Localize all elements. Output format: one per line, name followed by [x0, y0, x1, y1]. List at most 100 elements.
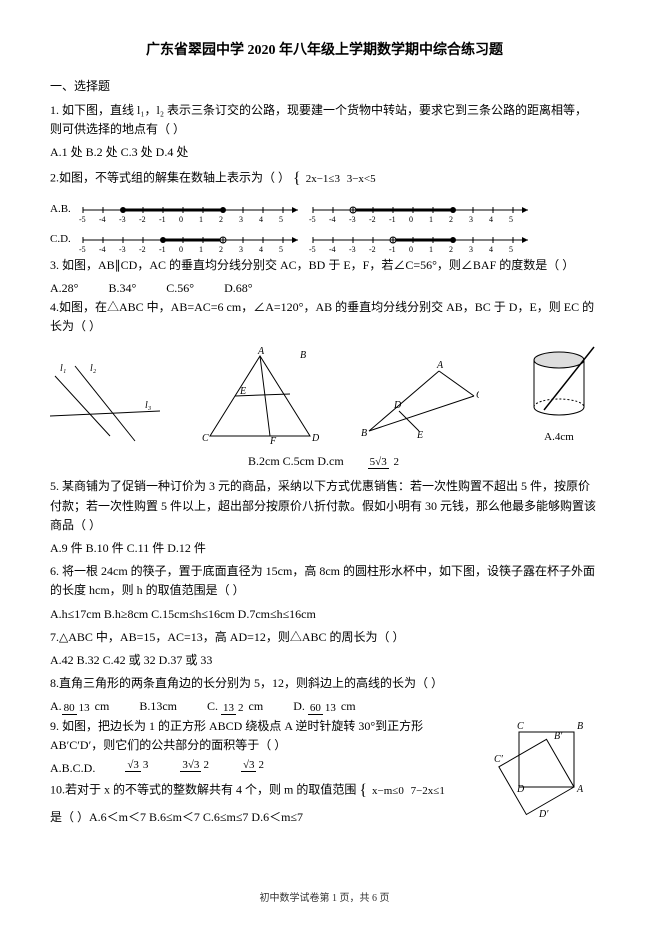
- question-3: 3. 如图，AB∥CD，AC 的垂直均分线分别交 AC，BD 于 E，F，若∠C…: [50, 256, 599, 275]
- svg-text:-3: -3: [119, 245, 126, 254]
- q9f3n: √3: [241, 759, 257, 772]
- svg-text:3: 3: [239, 215, 243, 224]
- svg-text:-2: -2: [139, 215, 146, 224]
- svg-text:3: 3: [469, 215, 473, 224]
- section-heading: 一、选择题: [50, 77, 599, 96]
- svg-text:-5: -5: [309, 215, 316, 224]
- svg-text:l₃: l₃: [145, 400, 152, 411]
- q9f1n: √3: [125, 759, 141, 772]
- q3-opt-a: A.28°: [50, 279, 78, 298]
- q2-eq2: 3−x<5: [345, 173, 378, 185]
- question-2: 2.如图，不等式组的解集在数轴上表示为（ ） { 2x−1≤3 3−x<5: [50, 166, 599, 192]
- numline-row-cd: C.D. -5-4-3-2-1012345 -5-4-3-2-1012345: [50, 226, 599, 254]
- q9-frac3: √32: [241, 759, 266, 778]
- q8-opt-c: C. 132 cm: [207, 697, 263, 716]
- svg-text:3: 3: [239, 245, 243, 254]
- svg-text:0: 0: [179, 215, 183, 224]
- svg-text:-2: -2: [139, 245, 146, 254]
- q3-opt-d: D.68°: [224, 279, 252, 298]
- question-6-options: A.h≤17cm B.h≥8cm C.15cm≤h≤16cm D.7cm≤h≤1…: [50, 605, 599, 624]
- brace-icon: {: [359, 782, 367, 799]
- diagram-triangle-2: A C B D E: [359, 356, 479, 446]
- q8c-den: 2: [236, 702, 246, 714]
- svg-text:D: D: [516, 784, 525, 795]
- svg-text:4: 4: [489, 215, 493, 224]
- diagram-cylinder: A.4cm: [519, 342, 599, 446]
- svg-text:B: B: [300, 350, 306, 361]
- q8a-den: 13: [77, 702, 92, 714]
- q4-opts-text: B.2cm C.5cm D.cm: [248, 454, 344, 468]
- question-7: 7.△ABC 中，AB=15，AC=13，高 AD=12，则△ABC 的周长为（…: [50, 628, 599, 647]
- q4-frac-den: 2: [391, 456, 401, 468]
- q10-eq2: 7−2x≤1: [409, 785, 447, 797]
- svg-text:3: 3: [469, 245, 473, 254]
- diagram-rotated-square: C B A D B′ C′ D′: [489, 717, 599, 827]
- q2-text: 2.如图，不等式组的解集在数轴上表示为（ ）: [50, 171, 290, 185]
- svg-text:2: 2: [449, 245, 453, 254]
- diagram-triangle-abc: A B C E F D: [200, 346, 320, 446]
- svg-text:1: 1: [199, 215, 203, 224]
- q3-opt-c: C.56°: [166, 279, 194, 298]
- question-6: 6. 将一根 24cm 的筷子，置于底面直径为 15cm，高 8cm 的圆柱形水…: [50, 562, 599, 600]
- svg-text:2: 2: [449, 215, 453, 224]
- question-5-options: A.9 件 B.10 件 C.11 件 D.12 件: [50, 539, 599, 558]
- svg-text:l₁: l₁: [60, 363, 66, 374]
- svg-text:A: A: [576, 784, 584, 795]
- svg-text:1: 1: [429, 215, 433, 224]
- page-footer: 初中数学试卷第 1 页，共 6 页: [50, 891, 599, 907]
- q9f2d: 2: [201, 759, 211, 771]
- svg-text:-1: -1: [389, 215, 396, 224]
- q8-opt-a: A.8013 cm: [50, 697, 109, 716]
- svg-text:B: B: [361, 428, 367, 439]
- svg-text:l₂: l₂: [90, 363, 97, 374]
- numberline-d: -5-4-3-2-1012345: [308, 226, 538, 254]
- svg-text:2: 2: [219, 245, 223, 254]
- svg-text:-3: -3: [349, 245, 356, 254]
- svg-text:2: 2: [219, 215, 223, 224]
- svg-text:1: 1: [429, 245, 433, 254]
- svg-text:-3: -3: [349, 215, 356, 224]
- q8c-num: 13: [221, 702, 236, 715]
- question-1-options: A.1 处 B.2 处 C.3 处 D.4 处: [50, 143, 599, 162]
- svg-text:C′: C′: [494, 754, 504, 765]
- q2-system: 2x−1≤3 3−x<5: [304, 173, 378, 185]
- svg-text:F: F: [269, 436, 277, 446]
- svg-text:B: B: [577, 721, 583, 732]
- svg-text:A: A: [436, 360, 444, 371]
- svg-text:B′: B′: [554, 731, 563, 742]
- numline-row-ab: A.B. -5-4-3-2-1012345 -5-4-3-2-1012345: [50, 196, 599, 224]
- opt-a-label: A.B.: [50, 201, 78, 219]
- svg-text:D: D: [311, 433, 320, 444]
- q4-frac-num: 5√3: [368, 456, 389, 469]
- q4-options: B.2cm C.5cm D.cm 5√3 2: [50, 452, 599, 471]
- diagrams-row: l₁ l₂ l₃ A B C E F D A C B D E A.4cm: [50, 342, 599, 446]
- svg-text:-3: -3: [119, 215, 126, 224]
- svg-text:-5: -5: [79, 215, 86, 224]
- svg-text:C: C: [202, 433, 209, 444]
- svg-text:A: A: [257, 346, 265, 357]
- q3-opt-b: B.34°: [108, 279, 136, 298]
- q8a-num: 80: [62, 702, 77, 715]
- q9f2n: 3√3: [180, 759, 201, 772]
- q8-options: A.8013 cm B.13cm C. 132 cm D. 6013 cm: [50, 697, 599, 716]
- svg-text:-2: -2: [369, 215, 376, 224]
- svg-text:D′: D′: [538, 809, 549, 820]
- question-10: 10.若对于 x 的不等式的整数解共有 4 个，则 m 的取值范围 { x−m≤…: [50, 778, 479, 804]
- svg-text:-1: -1: [159, 215, 166, 224]
- svg-text:4: 4: [489, 245, 493, 254]
- opt-c-label: C.D.: [50, 231, 78, 249]
- q3-options: A.28° B.34° C.56° D.68°: [50, 279, 599, 298]
- q8d-num: 60: [308, 702, 323, 715]
- q9f1d: 3: [141, 759, 151, 771]
- svg-text:E: E: [416, 430, 423, 441]
- q2-eq1: 2x−1≤3: [304, 173, 342, 185]
- svg-text:-5: -5: [79, 245, 86, 254]
- q9f3d: 2: [256, 759, 266, 771]
- svg-text:-4: -4: [99, 245, 106, 254]
- question-9: 9. 如图，把边长为 1 的正方形 ABCD 绕极点 A 逆时针旋转 30°到正…: [50, 717, 479, 755]
- q9-frac1: √33: [125, 759, 150, 778]
- svg-text:0: 0: [179, 245, 183, 254]
- svg-text:-4: -4: [329, 245, 336, 254]
- svg-text:-2: -2: [369, 245, 376, 254]
- svg-text:C: C: [476, 390, 479, 401]
